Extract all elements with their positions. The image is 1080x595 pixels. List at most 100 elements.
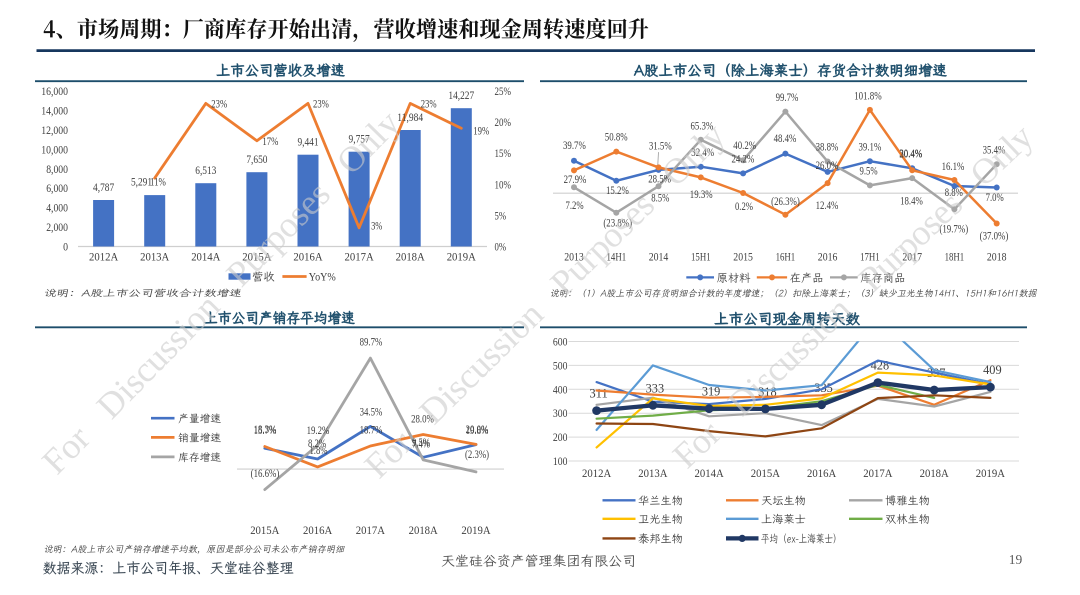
svg-text:2012A: 2012A (582, 467, 612, 480)
svg-text:19.2%: 19.2% (307, 425, 330, 437)
svg-text:20.4%: 20.4% (899, 149, 922, 161)
svg-text:11%: 11% (150, 176, 166, 188)
svg-text:27.9%: 27.9% (564, 174, 587, 186)
svg-text:2017A: 2017A (356, 524, 386, 537)
svg-text:6,000: 6,000 (46, 182, 68, 195)
svg-text:18.7%: 18.7% (360, 425, 383, 437)
svg-text:17%: 17% (262, 136, 278, 148)
svg-text:2016A: 2016A (293, 251, 323, 264)
svg-text:2017: 2017 (902, 251, 922, 264)
svg-text:23%: 23% (421, 99, 437, 111)
svg-text:19: 19 (1009, 552, 1023, 567)
svg-text:600: 600 (553, 336, 568, 349)
svg-text:8.2%: 8.2% (308, 438, 326, 450)
svg-text:100: 100 (553, 455, 568, 468)
svg-text:26.0%: 26.0% (816, 160, 839, 172)
svg-text:2014A: 2014A (191, 251, 221, 264)
svg-text:2015A: 2015A (250, 524, 280, 537)
svg-text:5%: 5% (495, 209, 507, 222)
svg-text:15.2%: 15.2% (606, 185, 629, 197)
svg-text:2015A: 2015A (242, 251, 272, 264)
svg-text:34.5%: 34.5% (360, 406, 383, 418)
svg-text:333: 333 (646, 381, 665, 395)
svg-text:(26.3%): (26.3%) (771, 196, 800, 208)
svg-text:YoY%: YoY% (309, 270, 336, 283)
svg-text:19%: 19% (473, 125, 489, 137)
svg-text:2017A: 2017A (345, 251, 375, 264)
svg-text:2014A: 2014A (695, 467, 725, 480)
svg-text:40.2%: 40.2% (733, 140, 756, 152)
svg-text:2018A: 2018A (920, 467, 950, 480)
svg-text:2019A: 2019A (976, 467, 1006, 480)
svg-text:409: 409 (983, 363, 1002, 377)
svg-text:311: 311 (589, 387, 608, 401)
svg-text:14,227: 14,227 (448, 90, 474, 102)
svg-text:14,000: 14,000 (41, 104, 68, 117)
svg-text:35.4%: 35.4% (983, 144, 1006, 156)
svg-text:2018A: 2018A (409, 524, 439, 537)
svg-text:7.0%: 7.0% (986, 192, 1004, 204)
svg-text:3%: 3% (371, 220, 382, 232)
svg-text:0: 0 (63, 241, 68, 254)
svg-text:15H1: 15H1 (691, 251, 711, 264)
svg-text:19.8%: 19.8% (466, 425, 489, 437)
svg-text:28.0%: 28.0% (411, 413, 434, 425)
svg-text:23%: 23% (313, 99, 329, 111)
svg-text:0.2%: 0.2% (735, 201, 753, 213)
svg-text:101.8%: 101.8% (854, 90, 882, 102)
svg-text:16,000: 16,000 (41, 85, 68, 98)
svg-text:7,650: 7,650 (246, 154, 267, 166)
svg-text:17H1: 17H1 (860, 251, 880, 264)
svg-text:2017A: 2017A (863, 467, 893, 480)
svg-text:(16.6%): (16.6%) (251, 468, 280, 480)
svg-text:2014: 2014 (649, 251, 669, 264)
svg-text:8,000: 8,000 (46, 163, 68, 176)
svg-text:18.3%: 18.3% (254, 424, 277, 436)
svg-text:7.2%: 7.2% (566, 200, 584, 212)
svg-text:2015: 2015 (733, 251, 753, 264)
svg-text:4,787: 4,787 (93, 182, 114, 194)
svg-text:(19.7%): (19.7%) (939, 223, 968, 235)
svg-text:14H1: 14H1 (607, 251, 627, 264)
svg-text:6,513: 6,513 (195, 165, 216, 177)
svg-text:1.8%: 1.8% (309, 445, 327, 457)
svg-text:18H1: 18H1 (945, 251, 965, 264)
svg-text:500: 500 (553, 359, 568, 372)
svg-text:(37.0%): (37.0%) (980, 230, 1009, 242)
svg-text:16H1: 16H1 (776, 251, 796, 264)
svg-text:38.8%: 38.8% (816, 142, 839, 154)
svg-text:5,291: 5,291 (131, 176, 152, 188)
svg-text:23%: 23% (211, 99, 227, 111)
svg-text:2013A: 2013A (140, 251, 170, 264)
svg-text:7.4%: 7.4% (412, 438, 430, 450)
svg-text:2018: 2018 (987, 251, 1007, 264)
svg-text:50.8%: 50.8% (605, 131, 628, 143)
svg-text:8.8%: 8.8% (945, 187, 963, 199)
svg-text:39.1%: 39.1% (859, 142, 882, 154)
svg-text:65.3%: 65.3% (691, 121, 714, 133)
svg-text:12,000: 12,000 (41, 124, 68, 137)
svg-text:9.5%: 9.5% (412, 437, 430, 449)
svg-text:9,441: 9,441 (297, 137, 318, 149)
svg-text:2015A: 2015A (751, 467, 781, 480)
svg-text:20%: 20% (495, 116, 512, 129)
svg-text:0%: 0% (495, 241, 507, 254)
svg-text:89.7%: 89.7% (360, 336, 383, 348)
svg-text:2013: 2013 (564, 251, 584, 264)
svg-text:11,984: 11,984 (397, 112, 423, 124)
svg-text:31.5%: 31.5% (649, 141, 672, 153)
svg-text:32.4%: 32.4% (691, 147, 714, 159)
svg-text:12.4%: 12.4% (816, 200, 839, 212)
svg-text:300: 300 (553, 407, 568, 420)
svg-text:2016A: 2016A (807, 467, 837, 480)
svg-text:2012A: 2012A (89, 251, 119, 264)
svg-text:19.3%: 19.3% (690, 189, 713, 201)
svg-text:2019A: 2019A (447, 251, 477, 264)
svg-text:16.1%: 16.1% (942, 161, 965, 173)
svg-text:2013A: 2013A (638, 467, 668, 480)
svg-text:400: 400 (553, 383, 568, 396)
svg-text:15.7%: 15.7% (254, 425, 277, 437)
svg-text:(2.3%): (2.3%) (465, 449, 489, 461)
svg-text:8.5%: 8.5% (651, 192, 669, 204)
svg-text:2018A: 2018A (396, 251, 426, 264)
